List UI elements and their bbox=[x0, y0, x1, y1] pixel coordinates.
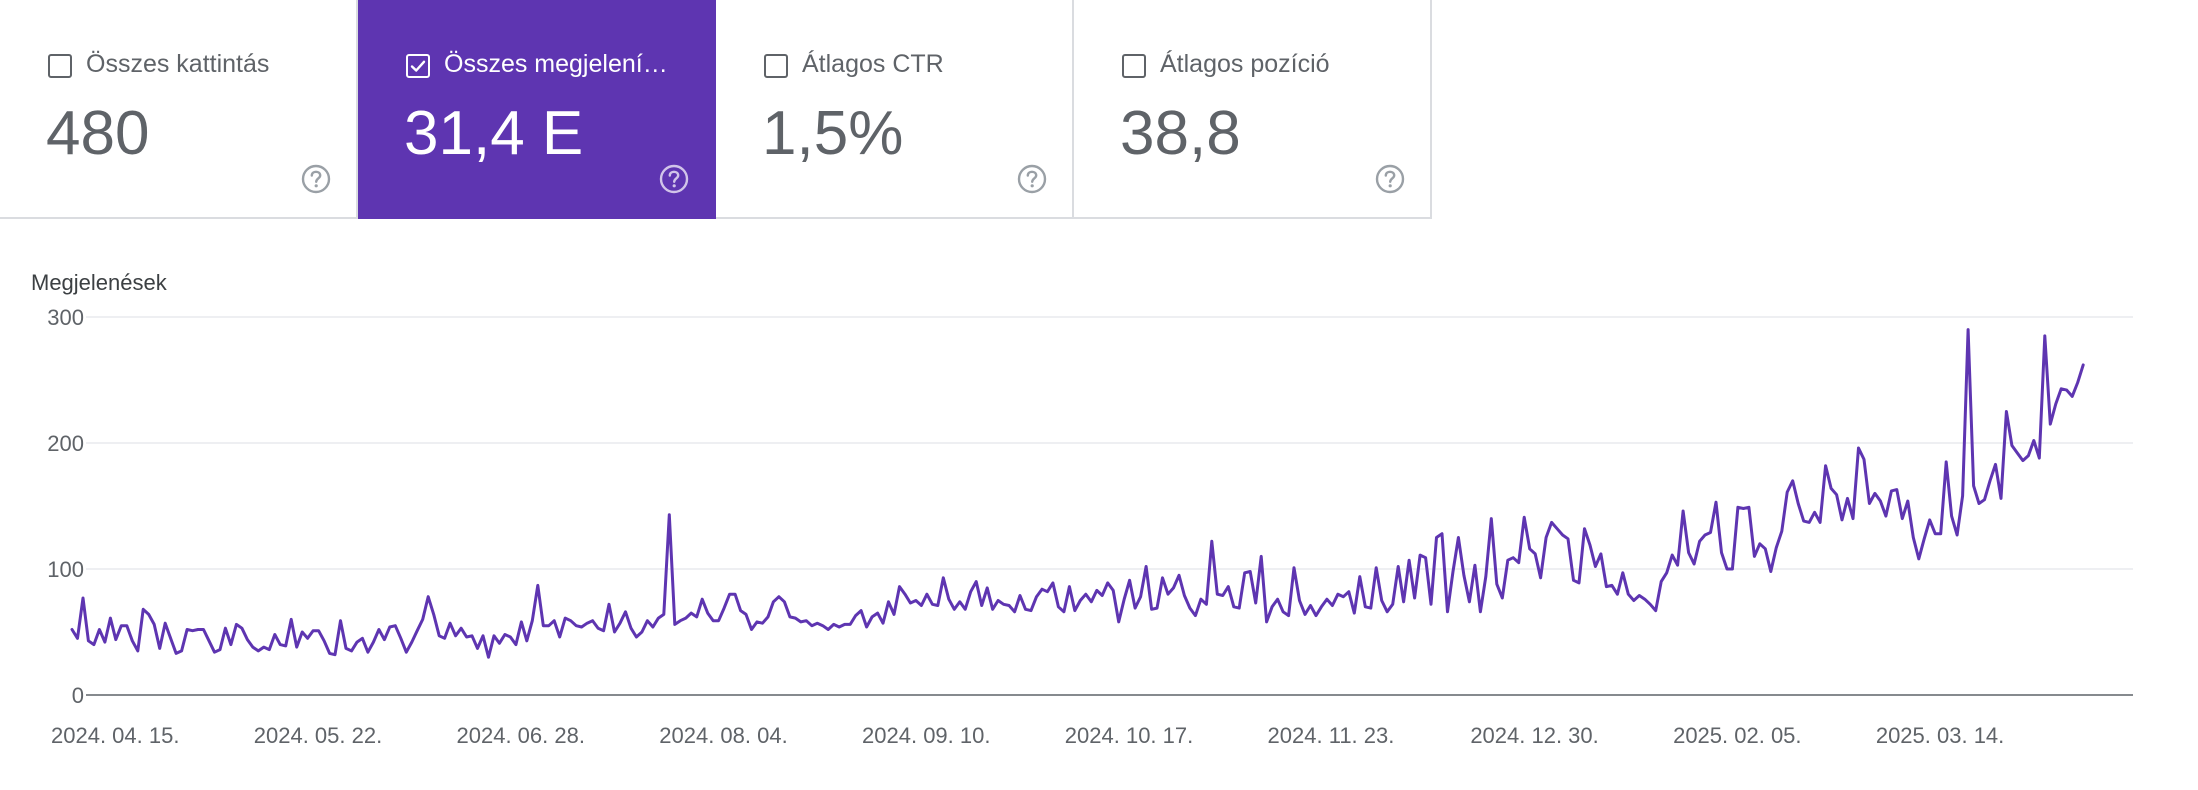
metric-label: Összes megjelení… bbox=[444, 50, 668, 78]
grid bbox=[86, 316, 2133, 696]
metric-tab-total-clicks[interactable]: Összes kattintás 480 bbox=[0, 0, 358, 219]
y-axis-label: Megjelenések bbox=[31, 270, 168, 295]
metric-tabs: Összes kattintás 480 Összes megjelení… 31,4… bbox=[0, 0, 1432, 221]
help-circle-icon[interactable] bbox=[1374, 163, 1406, 195]
y-tick-label: 200 bbox=[47, 431, 84, 456]
help-circle-icon[interactable] bbox=[1016, 163, 1048, 195]
x-axis-ticks: 2024. 04. 15. 2024. 05. 22. 2024. 06. 28. 2… bbox=[51, 723, 2004, 748]
checkbox-checked-icon[interactable] bbox=[406, 54, 430, 78]
x-tick-label: 2024. 05. 22. bbox=[254, 723, 382, 748]
metric-value: 1,5% bbox=[762, 99, 904, 168]
help-circle-icon[interactable] bbox=[658, 163, 690, 195]
x-tick-label: 2024. 09. 10. bbox=[862, 723, 990, 748]
plot-area bbox=[70, 328, 2085, 659]
metric-label: Összes kattintás bbox=[86, 50, 270, 78]
metric-tab-average-ctr[interactable]: Átlagos CTR 1,5% bbox=[716, 0, 1074, 219]
help-circle-icon[interactable] bbox=[300, 163, 332, 195]
y-axis-ticks: 0 100 200 300 bbox=[47, 305, 84, 708]
y-tick-label: 300 bbox=[47, 305, 84, 330]
x-tick-label: 2024. 10. 17. bbox=[1065, 723, 1193, 748]
impressions-line bbox=[70, 328, 2085, 659]
y-tick-label: 100 bbox=[47, 557, 84, 582]
x-tick-label: 2024. 08. 04. bbox=[659, 723, 787, 748]
y-tick-label: 0 bbox=[72, 683, 84, 708]
metric-label: Átlagos CTR bbox=[802, 50, 944, 78]
metric-tab-average-position[interactable]: Átlagos pozíció 38,8 bbox=[1074, 0, 1432, 219]
metric-value: 31,4 E bbox=[404, 99, 584, 168]
checkbox-icon[interactable] bbox=[1122, 54, 1146, 78]
x-tick-label: 2024. 04. 15. bbox=[51, 723, 179, 748]
metric-tab-total-impressions[interactable]: Összes megjelení… 31,4 E bbox=[358, 0, 716, 219]
x-tick-label: 2024. 06. 28. bbox=[457, 723, 585, 748]
x-tick-label: 2024. 12. 30. bbox=[1470, 723, 1598, 748]
metric-label: Átlagos pozíció bbox=[1160, 50, 1330, 78]
metric-value: 480 bbox=[46, 99, 150, 168]
x-tick-label: 2025. 02. 05. bbox=[1673, 723, 1801, 748]
metric-value: 38,8 bbox=[1120, 99, 1241, 168]
x-tick-label: 2024. 11. 23. bbox=[1268, 723, 1395, 748]
checkbox-icon[interactable] bbox=[764, 54, 788, 78]
x-tick-label: 2025. 03. 14. bbox=[1876, 723, 2004, 748]
checkbox-icon[interactable] bbox=[48, 54, 72, 78]
